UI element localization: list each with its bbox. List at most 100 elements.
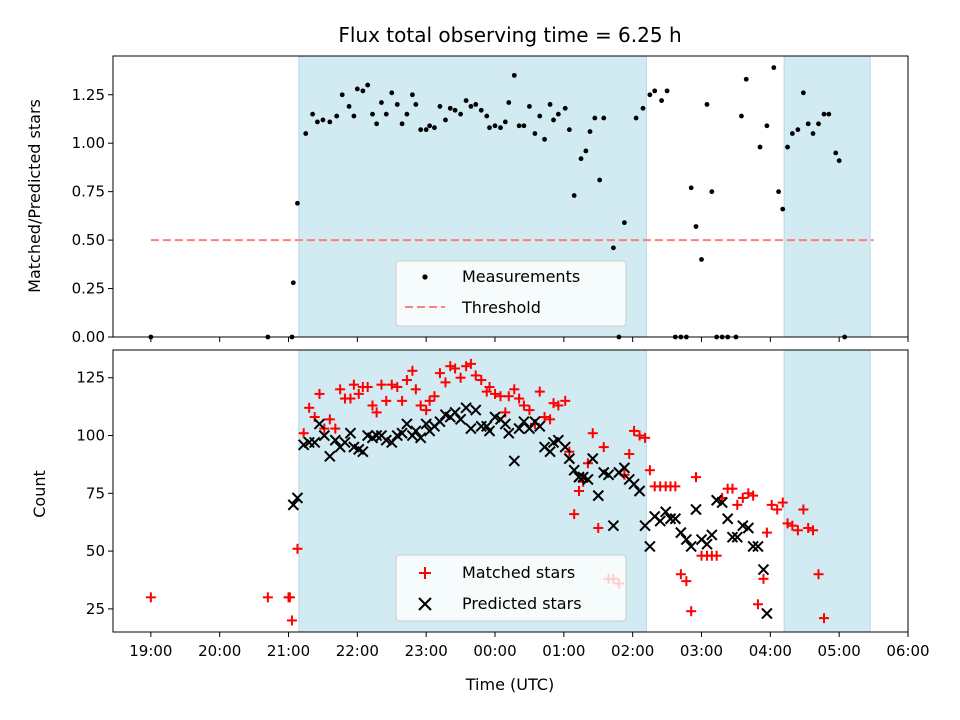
measurement-point bbox=[597, 177, 603, 183]
predicted-star-point bbox=[508, 455, 520, 467]
predicted-star-point bbox=[633, 485, 646, 497]
measurement-point bbox=[370, 111, 375, 117]
bottom-panel: 25 50 75 100 125 19:00 20:00 21:00 22:00 23:00 00… bbox=[30, 349, 930, 694]
measurement-point bbox=[743, 76, 749, 82]
measurement-point bbox=[423, 127, 429, 133]
y-tick-label: 100 bbox=[76, 427, 105, 445]
matched-star-point bbox=[465, 358, 476, 369]
measurement-point bbox=[315, 119, 320, 125]
matched-star-point bbox=[415, 400, 426, 411]
matched-star-point bbox=[421, 405, 432, 416]
matched-star-point bbox=[461, 361, 472, 372]
predicted-star-point bbox=[568, 464, 580, 476]
measurement-point bbox=[836, 158, 842, 164]
predicted-star-point bbox=[706, 529, 718, 541]
measurement-point bbox=[601, 115, 607, 121]
matched-star-point bbox=[560, 395, 571, 406]
top-y-axis-label: Matched/Predicted stars bbox=[25, 99, 44, 293]
predicted-star-point bbox=[483, 425, 496, 437]
measurement-point bbox=[795, 127, 801, 133]
measurement-point bbox=[487, 125, 492, 131]
predicted-star-point bbox=[470, 404, 482, 416]
predicted-star-point bbox=[454, 413, 467, 426]
matched-star-point bbox=[737, 492, 748, 503]
matched-star-point bbox=[782, 518, 793, 529]
measurement-point bbox=[339, 92, 345, 98]
matched-star-point bbox=[624, 449, 635, 460]
matched-star-point bbox=[711, 550, 722, 561]
predicted-star-point bbox=[607, 519, 620, 532]
matched-star-point bbox=[518, 400, 529, 411]
matched-star-point bbox=[298, 428, 309, 439]
measurement-point bbox=[389, 90, 395, 96]
x-tick-label: 00:00 bbox=[473, 642, 516, 660]
measurement-point bbox=[506, 100, 512, 105]
matched-star-point bbox=[424, 395, 435, 406]
predicted-star-point bbox=[742, 522, 755, 534]
matched-star-point bbox=[484, 381, 495, 392]
measurement-point bbox=[547, 102, 553, 107]
matched-star-point bbox=[777, 497, 788, 508]
measurement-point bbox=[571, 193, 577, 198]
measurement-point bbox=[704, 102, 710, 107]
x-tick-label: 19:00 bbox=[129, 642, 172, 660]
matched-star-point bbox=[640, 432, 651, 443]
matched-star-point bbox=[670, 481, 681, 492]
predicted-star-point bbox=[324, 450, 336, 463]
predicted-star-point bbox=[291, 492, 304, 504]
matched-star-point bbox=[503, 391, 514, 402]
matched-star-point bbox=[587, 428, 598, 439]
measurement-point bbox=[516, 123, 522, 129]
measurement-point bbox=[785, 144, 790, 150]
matched-star-point bbox=[367, 400, 378, 411]
matched-star-point bbox=[386, 379, 397, 390]
matched-star-point bbox=[644, 465, 655, 476]
measurement-point bbox=[354, 86, 360, 92]
y-tick-label: 0.25 bbox=[72, 280, 105, 298]
matched-star-point bbox=[569, 509, 580, 520]
matched-star-point bbox=[808, 525, 819, 536]
predicted-star-point bbox=[544, 445, 556, 458]
predicted-star-point bbox=[396, 427, 408, 439]
measurement-point bbox=[418, 127, 424, 133]
measurement-point bbox=[776, 189, 781, 195]
measurement-point bbox=[816, 121, 821, 127]
bottom-y-ticks: 25 50 75 100 125 bbox=[76, 369, 113, 618]
measurement-point bbox=[652, 88, 658, 94]
measurement-point bbox=[800, 90, 806, 96]
matched-star-point bbox=[440, 377, 451, 388]
measurement-point bbox=[664, 88, 670, 94]
matched-star-point bbox=[675, 569, 686, 580]
measurement-point bbox=[688, 185, 694, 191]
measurement-point bbox=[478, 107, 484, 113]
predicted-star-point bbox=[559, 441, 571, 453]
measurement-point bbox=[527, 103, 532, 109]
predicted-star-point bbox=[410, 425, 422, 437]
measurement-point bbox=[351, 113, 357, 119]
matched-star-point bbox=[758, 573, 769, 584]
legend-label-measurements: Measurements bbox=[462, 267, 580, 286]
predicted-star-point bbox=[449, 406, 461, 419]
predicted-star-point bbox=[757, 563, 770, 576]
matched-star-point bbox=[681, 576, 692, 587]
bottom-legend-box bbox=[395, 554, 627, 622]
predicted-star-point bbox=[513, 422, 525, 435]
matched-star-point bbox=[514, 393, 525, 404]
predicted-star-point bbox=[680, 533, 693, 546]
predicted-star-point bbox=[287, 499, 300, 511]
measurement-point bbox=[592, 115, 598, 121]
predicted-star-point bbox=[726, 531, 739, 543]
matched-star-point bbox=[314, 388, 325, 399]
measurement-point bbox=[789, 131, 795, 136]
matched-star-point bbox=[787, 520, 798, 531]
matched-star-point bbox=[598, 442, 609, 453]
y-tick-label: 75 bbox=[86, 484, 105, 502]
matched-star-point bbox=[629, 425, 640, 436]
measurement-point bbox=[452, 107, 458, 113]
matched-star-points bbox=[145, 358, 830, 626]
matched-star-point bbox=[553, 400, 564, 411]
y-tick-label: 1.25 bbox=[72, 86, 105, 104]
measurement-point bbox=[473, 102, 479, 107]
matched-star-point bbox=[286, 615, 297, 626]
measurement-point bbox=[492, 123, 498, 129]
